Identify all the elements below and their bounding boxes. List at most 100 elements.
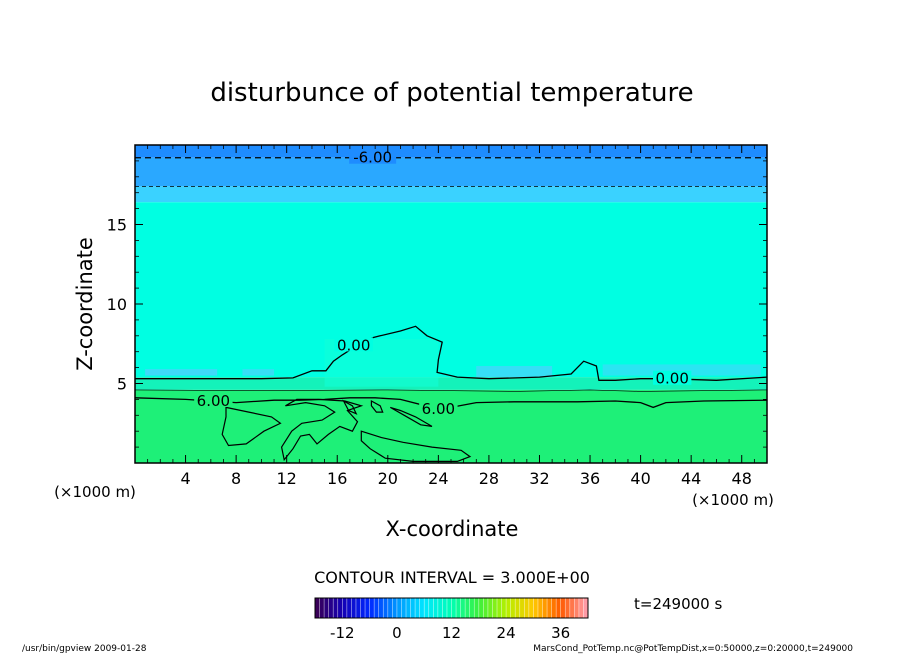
contour-label-1: 0.00 — [337, 336, 370, 354]
colorbar-cell — [428, 598, 434, 618]
colorbar-cell — [360, 598, 366, 618]
colorbar-cell — [551, 598, 557, 618]
colorbar-cell — [483, 598, 489, 618]
x-tick-label-0: 4 — [180, 469, 190, 488]
colorbar-cell — [519, 598, 525, 618]
colorbar-cell — [337, 598, 343, 618]
colorbar-cell — [478, 598, 484, 618]
colorbar-cell — [437, 598, 443, 618]
x-tick-label-8: 36 — [580, 469, 600, 488]
colorbar-cell — [528, 598, 534, 618]
colorbar-cell — [497, 598, 503, 618]
colorbar-cell — [560, 598, 566, 618]
footer-right: MarsCond_PotTemp.nc@PotTempDist,x=0:5000… — [533, 644, 853, 654]
colorbar-cell — [396, 598, 402, 618]
colorbar-cell — [456, 598, 462, 618]
colorbar-tick-label-4: 36 — [551, 624, 570, 642]
x-tick-label-9: 40 — [630, 469, 650, 488]
patch-3 — [602, 364, 761, 376]
colorbar-cell — [578, 598, 584, 618]
chart-title: disturbunce of potential temperature — [210, 78, 693, 108]
contour-label-bg-2 — [653, 370, 692, 385]
colorbar-cell — [537, 598, 543, 618]
x-unit-left: (×1000 m) — [54, 483, 136, 501]
colorbar-cell — [378, 598, 384, 618]
colorbar-cell — [415, 598, 421, 618]
contour-label-3: 6.00 — [197, 392, 230, 410]
fill-band-0 — [135, 145, 767, 158]
colorbar-cell — [556, 598, 562, 618]
contour-label-bg-4 — [419, 400, 458, 415]
colorbar-cell — [374, 598, 380, 618]
colorbar-cell — [583, 598, 589, 618]
contour-label-2: 0.00 — [655, 370, 688, 388]
contour-label-0: -6.00 — [353, 149, 392, 167]
contour-label-4: 6.00 — [422, 400, 455, 418]
colorbar-cell — [319, 598, 325, 618]
colorbar-cell — [406, 598, 412, 618]
colorbar-cell — [315, 598, 321, 618]
colorbar-cell — [574, 598, 580, 618]
contour-blob-3 — [370, 399, 384, 413]
colorbar-cell — [424, 598, 430, 618]
y-tick-label-1: 10 — [107, 295, 127, 314]
contour-blob-1 — [280, 398, 364, 462]
colorbar-cell — [515, 598, 521, 618]
colorbar-cell — [569, 598, 575, 618]
colorbar-cell — [469, 598, 475, 618]
colorbar-cell — [383, 598, 389, 618]
colorbar: -12 0 12 24 36 — [314, 597, 589, 642]
colorbar-cell — [419, 598, 425, 618]
contour-three — [134, 389, 768, 392]
colorbar-cell — [351, 598, 357, 618]
colorbar-cell — [524, 598, 530, 618]
colorbar-tick-label-2: 12 — [442, 624, 461, 642]
fill-band-1 — [135, 157, 767, 187]
y-tick-label-2: 15 — [107, 216, 127, 235]
x-tick-label-6: 28 — [479, 469, 499, 488]
contour-blob-4 — [342, 399, 358, 415]
colorbar-cell — [465, 598, 471, 618]
colorbar-cell — [510, 598, 516, 618]
patch-1 — [242, 369, 275, 376]
colorbar-cell — [547, 598, 553, 618]
contour-interval-label: CONTOUR INTERVAL = 3.000E+00 — [314, 568, 590, 587]
colorbar-cell — [474, 598, 480, 618]
colorbar-cell — [501, 598, 507, 618]
x-tick-label-3: 16 — [327, 469, 347, 488]
colorbar-cell — [328, 598, 334, 618]
contour-blob-5 — [390, 406, 433, 427]
colorbar-cell — [533, 598, 539, 618]
contour-label-bg-1 — [334, 337, 373, 352]
colorbar-cell — [365, 598, 371, 618]
colorbar-tick-label-3: 24 — [497, 624, 516, 642]
colorbar-cell — [451, 598, 457, 618]
colorbar-tick-label-1: 0 — [392, 624, 402, 642]
colorbar-cell — [387, 598, 393, 618]
footer-left: /usr/bin/gpview 2009-01-28 — [22, 644, 147, 654]
x-tick-label-2: 12 — [277, 469, 297, 488]
contour-label-bg-3 — [194, 392, 233, 407]
patch-0 — [145, 369, 218, 376]
colorbar-cell — [446, 598, 452, 618]
colorbar-cell — [342, 598, 348, 618]
colorbar-cell — [346, 598, 352, 618]
colorbar-cell — [542, 598, 548, 618]
colorbar-cell — [506, 598, 512, 618]
contour-label-bg-0 — [349, 149, 397, 164]
colorbar-cell — [333, 598, 339, 618]
colorbar-cell — [324, 598, 330, 618]
x-tick-label-10: 44 — [681, 469, 701, 488]
fill-band-3 — [135, 202, 767, 378]
colorbar-cell — [442, 598, 448, 618]
colorbar-cell — [369, 598, 375, 618]
patch-2 — [476, 366, 553, 378]
x-tick-label-5: 24 — [428, 469, 448, 488]
colorbar-cell — [410, 598, 416, 618]
x-axis-label: X-coordinate — [386, 517, 519, 541]
time-label: t=249000 s — [634, 595, 722, 613]
colorbar-tick-label-0: -12 — [330, 624, 355, 642]
colorbar-cell — [487, 598, 493, 618]
colorbar-cell — [433, 598, 439, 618]
